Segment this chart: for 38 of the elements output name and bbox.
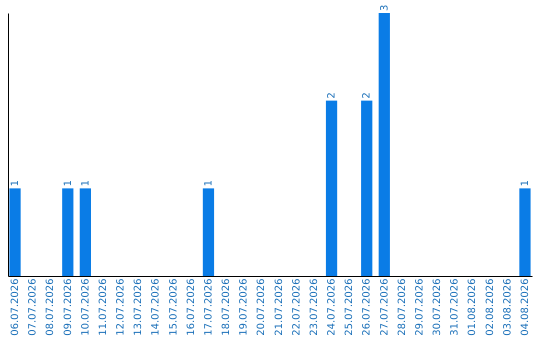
x-tick-label: 31.07.2026 [450,278,461,336]
x-tick-label: 27.07.2026 [379,278,390,336]
x-tick-label: 04.08.2026 [520,278,531,336]
data-label: 1 [203,180,214,186]
x-tick-label: 22.07.2026 [291,278,302,336]
x-tick-label: 06.07.2026 [10,278,22,336]
data-label: 1 [520,180,531,186]
x-tick-label: 14.07.2026 [150,278,162,336]
x-tick-label: 20.07.2026 [256,278,268,336]
x-tick-label: 26.07.2026 [362,278,373,336]
data-label: 2 [362,92,373,99]
x-tick-label: 08.07.2026 [45,278,56,336]
x-tick-label: 23.07.2026 [308,278,320,336]
x-tick-label: 09.07.2026 [62,278,74,336]
x-tick-label: 01.08.2026 [467,278,478,336]
x-tick-label: 30.07.2026 [432,278,444,336]
x-tick-label: 18.07.2026 [221,278,232,336]
data-label: 3 [379,4,390,11]
x-tick-label: 21.07.2026 [274,278,285,336]
x-tick-label: 03.08.2026 [502,278,514,336]
x-tick-label: 25.07.2026 [344,278,356,336]
data-label: 1 [10,180,22,186]
x-tick-label: 07.07.2026 [28,278,39,336]
x-tick-label: 29.07.2026 [414,278,426,336]
x-tick-label: 10.07.2026 [80,278,92,336]
x-tick-label: 19.07.2026 [238,278,250,336]
data-label: 1 [62,180,74,186]
x-tick-label: 02.08.2026 [484,278,496,336]
x-tick-label: 15.07.2026 [168,278,180,336]
data-label: 1 [80,180,92,186]
data-label: 2 [326,92,338,99]
x-tick-label: 17.07.2026 [203,278,214,336]
x-tick-label: 12.07.2026 [116,278,127,336]
x-tick-label: 13.07.2026 [133,278,144,336]
x-tick-label: 28.07.2026 [396,278,408,336]
x-tick-label: 16.07.2026 [186,278,197,336]
x-tick-label: 11.07.2026 [98,278,109,336]
x-tick-label: 24.07.2026 [326,278,338,336]
